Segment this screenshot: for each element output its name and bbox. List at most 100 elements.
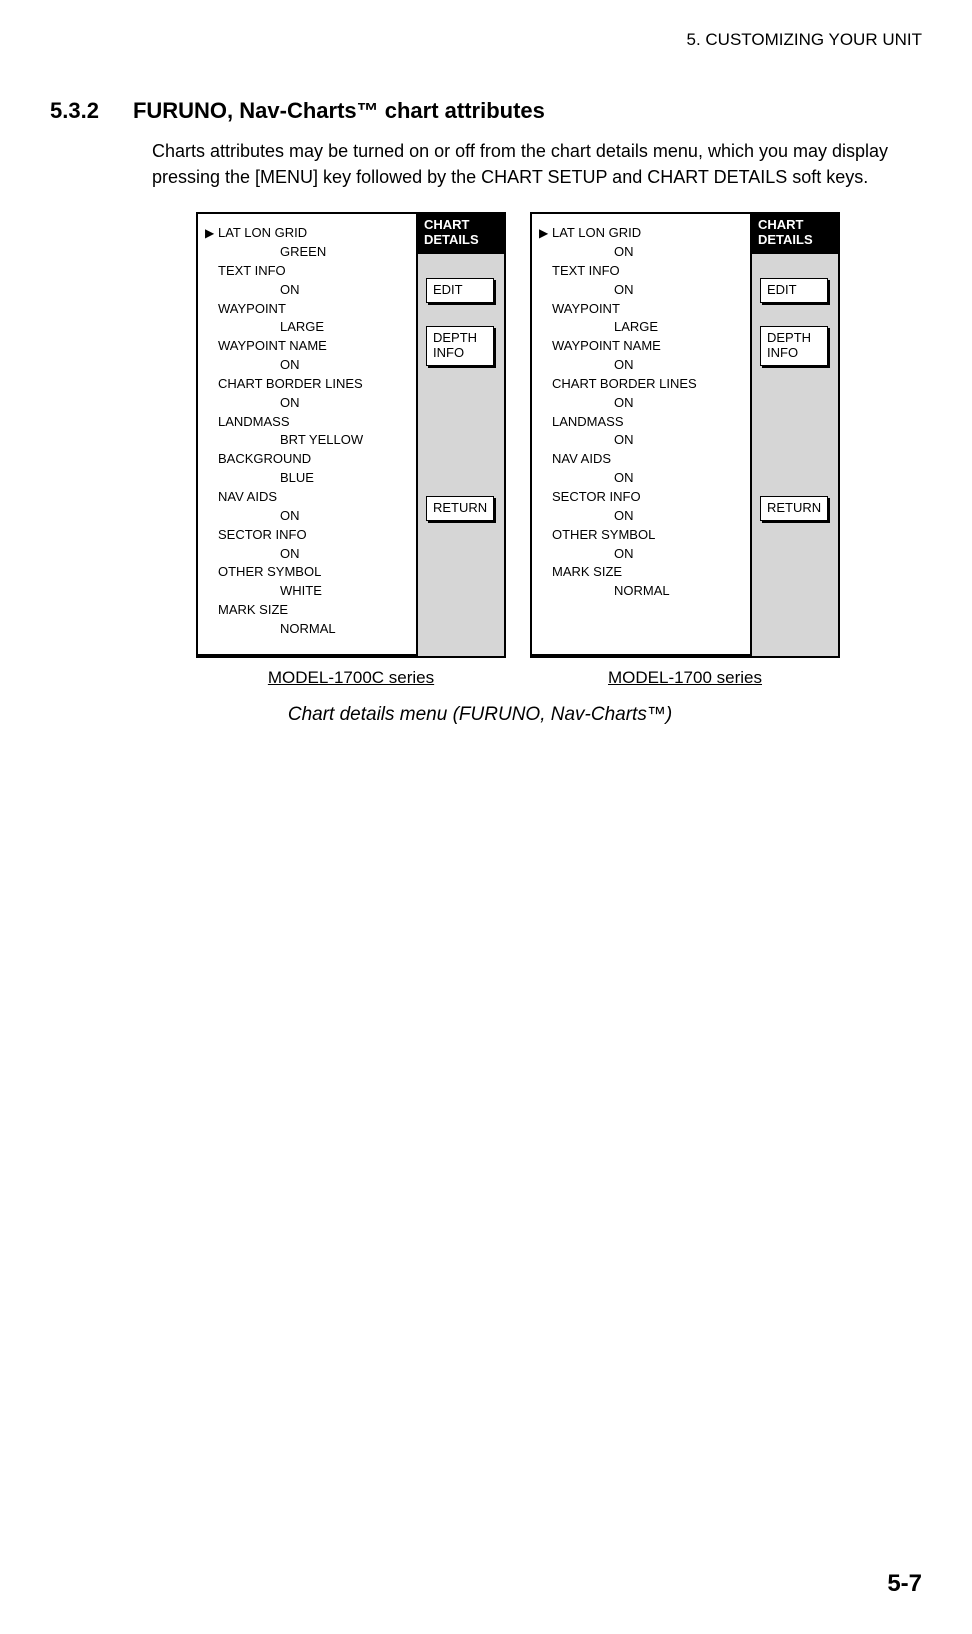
softkey-title-line1: CHART	[424, 217, 470, 232]
menu-item[interactable]: LANDMASSON	[542, 413, 742, 451]
menu-item[interactable]: SECTOR INFOON	[542, 488, 742, 526]
menu-item[interactable]: MARK SIZENORMAL	[542, 563, 742, 601]
menu-item[interactable]: OTHER SYMBOLWHITE	[208, 563, 408, 601]
cursor-icon: ▶	[539, 225, 548, 242]
edit-softkey-label: EDIT	[433, 282, 463, 297]
menu-item-value: ON	[542, 281, 742, 300]
menu-item-label: MARK SIZE	[542, 563, 742, 582]
menu-item[interactable]: SECTOR INFOON	[208, 526, 408, 564]
cursor-icon: ▶	[205, 225, 214, 242]
menu-item-value: BRT YELLOW	[208, 431, 408, 450]
menu-item-value: ON	[208, 394, 408, 413]
return-softkey-label: RETURN	[767, 500, 821, 515]
menu-item[interactable]: NAV AIDSON	[208, 488, 408, 526]
return-softkey-label: RETURN	[433, 500, 487, 515]
screen-wrapper-right: ▶LAT LON GRIDONTEXT INFOONWAYPOINTLARGEW…	[530, 212, 840, 688]
depth-info-softkey[interactable]: DEPTH INFO	[760, 326, 828, 366]
menu-item-value: ON	[542, 507, 742, 526]
figure-screens: ▶LAT LON GRIDGREENTEXT INFOONWAYPOINTLAR…	[196, 212, 922, 688]
menu-item-label: CHART BORDER LINES	[542, 375, 742, 394]
menu-item-label: TEXT INFO	[542, 262, 742, 281]
figure-caption: Chart details menu (FURUNO, Nav-Charts™)	[150, 704, 810, 726]
menu-item-label: CHART BORDER LINES	[208, 375, 408, 394]
menu-item-value: ON	[542, 243, 742, 262]
softkey-title: CHART DETAILS	[418, 214, 504, 254]
depth-info-label-l1: DEPTH	[433, 330, 477, 345]
menu-item-label: SECTOR INFO	[208, 526, 408, 545]
menu-item[interactable]: WAYPOINTLARGE	[208, 300, 408, 338]
softkey-title-line2: DETAILS	[758, 232, 813, 247]
menu-item[interactable]: ▶LAT LON GRIDGREEN	[208, 224, 408, 262]
edit-softkey[interactable]: EDIT	[426, 278, 494, 303]
menu-item-label: NAV AIDS	[542, 450, 742, 469]
menu-item-value: ON	[542, 356, 742, 375]
edit-softkey[interactable]: EDIT	[760, 278, 828, 303]
menu-item-value: LARGE	[542, 318, 742, 337]
page: 5. CUSTOMIZING YOUR UNIT 5.3.2 FURUNO, N…	[0, 0, 972, 1634]
menu-item[interactable]: TEXT INFOON	[208, 262, 408, 300]
menu-item-value: ON	[208, 545, 408, 564]
screen-wrapper-left: ▶LAT LON GRIDGREENTEXT INFOONWAYPOINTLAR…	[196, 212, 506, 688]
running-head: 5. CUSTOMIZING YOUR UNIT	[50, 30, 922, 50]
menu-item-label: MARK SIZE	[208, 601, 408, 620]
return-softkey[interactable]: RETURN	[760, 496, 828, 521]
menu-item[interactable]: OTHER SYMBOLON	[542, 526, 742, 564]
menu-item-value: ON	[542, 545, 742, 564]
menu-item[interactable]: WAYPOINTLARGE	[542, 300, 742, 338]
menu-item-label: BACKGROUND	[208, 450, 408, 469]
menu-item-value: NORMAL	[542, 582, 742, 601]
screen-caption-1700: MODEL-1700 series	[530, 668, 840, 688]
menu-item-value: NORMAL	[208, 620, 408, 639]
menu-item[interactable]: LANDMASSBRT YELLOW	[208, 413, 408, 451]
chart-details-menu-1700c: ▶LAT LON GRIDGREENTEXT INFOONWAYPOINTLAR…	[198, 214, 418, 656]
depth-info-label-l2: INFO	[767, 345, 798, 360]
menu-item-label: LAT LON GRID	[208, 224, 408, 243]
screen-1700c: ▶LAT LON GRIDGREENTEXT INFOONWAYPOINTLAR…	[196, 212, 506, 658]
menu-item-label: LANDMASS	[542, 413, 742, 432]
menu-item-label: NAV AIDS	[208, 488, 408, 507]
body-paragraph: Charts attributes may be turned on or of…	[152, 138, 922, 190]
menu-item[interactable]: NAV AIDSON	[542, 450, 742, 488]
menu-item-value: LARGE	[208, 318, 408, 337]
depth-info-label-l1: DEPTH	[767, 330, 811, 345]
menu-item[interactable]: TEXT INFOON	[542, 262, 742, 300]
softkey-title: CHART DETAILS	[752, 214, 838, 254]
menu-item-label: LAT LON GRID	[542, 224, 742, 243]
menu-item-value: ON	[208, 507, 408, 526]
menu-item-value: ON	[208, 281, 408, 300]
menu-item-label: LANDMASS	[208, 413, 408, 432]
return-softkey[interactable]: RETURN	[426, 496, 494, 521]
menu-item[interactable]: BACKGROUNDBLUE	[208, 450, 408, 488]
menu-item-label: OTHER SYMBOL	[542, 526, 742, 545]
softkey-title-line1: CHART	[758, 217, 804, 232]
section-number: 5.3.2	[50, 98, 99, 124]
menu-item-value: ON	[542, 431, 742, 450]
page-number: 5-7	[887, 1570, 922, 1598]
edit-softkey-label: EDIT	[767, 282, 797, 297]
menu-item[interactable]: WAYPOINT NAMEON	[542, 337, 742, 375]
menu-item[interactable]: ▶LAT LON GRIDON	[542, 224, 742, 262]
menu-item-label: WAYPOINT	[208, 300, 408, 319]
softkey-column-1700: CHART DETAILS EDIT DEPTH INFO RETURN	[752, 214, 838, 656]
menu-item-value: WHITE	[208, 582, 408, 601]
softkey-column-1700c: CHART DETAILS EDIT DEPTH INFO RETURN	[418, 214, 504, 656]
section-heading: 5.3.2 FURUNO, Nav-Charts™ chart attribut…	[50, 98, 922, 124]
menu-item-value: GREEN	[208, 243, 408, 262]
menu-item-label: SECTOR INFO	[542, 488, 742, 507]
depth-info-softkey[interactable]: DEPTH INFO	[426, 326, 494, 366]
screen-caption-1700c: MODEL-1700C series	[196, 668, 506, 688]
menu-item[interactable]: MARK SIZENORMAL	[208, 601, 408, 639]
menu-item-label: WAYPOINT NAME	[208, 337, 408, 356]
menu-item[interactable]: WAYPOINT NAMEON	[208, 337, 408, 375]
menu-item-value: ON	[208, 356, 408, 375]
menu-item[interactable]: CHART BORDER LINESON	[542, 375, 742, 413]
menu-item-value: BLUE	[208, 469, 408, 488]
menu-item-label: WAYPOINT	[542, 300, 742, 319]
menu-item[interactable]: CHART BORDER LINESON	[208, 375, 408, 413]
menu-item-label: WAYPOINT NAME	[542, 337, 742, 356]
menu-item-label: TEXT INFO	[208, 262, 408, 281]
menu-item-value: ON	[542, 469, 742, 488]
softkey-title-line2: DETAILS	[424, 232, 479, 247]
depth-info-label-l2: INFO	[433, 345, 464, 360]
section-title: FURUNO, Nav-Charts™ chart attributes	[133, 98, 545, 124]
